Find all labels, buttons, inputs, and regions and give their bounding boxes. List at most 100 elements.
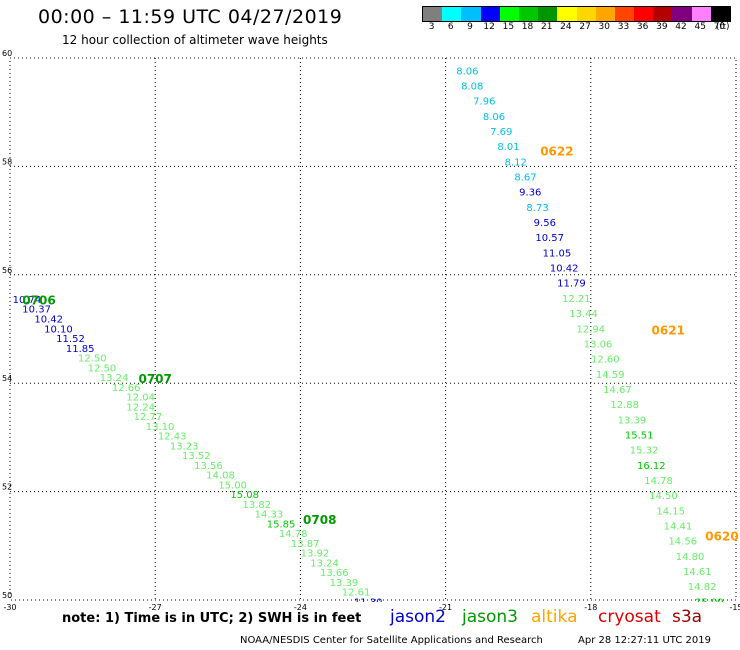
x-tick-label: -30 — [3, 603, 16, 612]
data-point-label: 10.57 — [535, 233, 564, 244]
legend-unit: (ft) — [716, 22, 730, 32]
legend-label: 70 — [713, 22, 726, 32]
data-point-label: 10.42 — [550, 264, 579, 275]
legend-label: 21 — [540, 22, 553, 32]
data-point-label: 14.08 — [206, 471, 235, 482]
sat-altika: altika — [531, 607, 578, 627]
data-point-label: 13.39 — [330, 578, 359, 589]
data-point-label: 14.82 — [688, 582, 717, 593]
data-point-label: 8.06 — [483, 112, 505, 123]
data-point-label: 12.94 — [576, 324, 605, 335]
legend-label: 36 — [636, 22, 649, 32]
x-tick-label: -21 — [439, 603, 452, 612]
sat-jason3: jason3 — [462, 607, 518, 627]
legend-swatch — [691, 7, 711, 21]
data-point-label: 13.10 — [146, 422, 175, 433]
data-point-label: 14.33 — [255, 510, 284, 521]
data-point-label: 7.96 — [473, 97, 495, 108]
data-point-label: 14.15 — [656, 506, 685, 517]
y-tick-label: 54 — [2, 374, 12, 383]
data-point-label: 11.30 — [354, 597, 383, 608]
data-point-label: 13.52 — [182, 451, 211, 462]
note-text: note: 1) Time is in UTC; 2) SWH is in fe… — [62, 611, 362, 626]
legend-swatch — [538, 7, 558, 21]
data-point-label: 14.67 — [603, 385, 632, 396]
data-point-label: 15.85 — [267, 519, 296, 530]
data-point-label: 12.50 — [78, 354, 107, 365]
data-point-label: 15.00 — [218, 480, 247, 491]
data-point-label: 13.44 — [569, 309, 598, 320]
data-point-label: 8.08 — [461, 81, 483, 92]
legend-label: 42 — [675, 22, 687, 32]
legend-label: 9 — [467, 22, 473, 32]
data-point-label: 13.56 — [194, 461, 223, 472]
track-time-label: 0707 — [138, 372, 171, 386]
legend-label: 39 — [656, 22, 668, 32]
legend-swatch — [423, 7, 443, 21]
data-point-label: 9.56 — [534, 218, 556, 229]
data-point-label: 15.08 — [230, 490, 259, 501]
data-point-label: 13.24 — [310, 558, 339, 569]
y-tick-label: 52 — [2, 483, 12, 492]
legend-swatch — [634, 7, 654, 21]
legend-swatch — [518, 7, 539, 21]
track-time-label: 0620 — [705, 529, 738, 543]
legend-swatch — [442, 7, 462, 21]
color-legend — [422, 6, 731, 22]
track-time-label: 0706 — [22, 294, 55, 308]
data-point-label: 15.32 — [630, 446, 659, 457]
data-point-label: 12.60 — [591, 355, 620, 366]
data-point-label: 14.78 — [279, 529, 308, 540]
legend-swatch — [672, 7, 692, 21]
data-point-label: 15.51 — [625, 430, 654, 441]
data-point-label: 14.50 — [649, 491, 678, 502]
track-time-label: 0621 — [652, 323, 685, 337]
data-point-label: 8.12 — [505, 157, 527, 168]
plot-frame — [9, 57, 737, 601]
y-tick-label: 56 — [2, 266, 12, 275]
y-tick-label: 50 — [2, 591, 12, 600]
sat-cryosat: cryosat — [598, 607, 661, 627]
color-legend-labels: 3 6 9 12 15 18 21 24 27 30 33 36 39 42 45 70 — [422, 22, 729, 32]
legend-label: 12 — [483, 22, 495, 32]
data-point-label: 12.21 — [562, 294, 591, 305]
data-point-label: 13.39 — [618, 415, 647, 426]
x-tick-label: -24 — [294, 603, 307, 612]
data-point-label: 14.61 — [683, 567, 712, 578]
data-point-label: 12.43 — [158, 432, 187, 443]
sat-s3a: s3a — [672, 607, 703, 627]
data-point-label: 14.56 — [668, 537, 697, 548]
legend-label: 27 — [579, 22, 591, 32]
data-point-label: 13.82 — [243, 500, 272, 511]
data-point-label: 12.66 — [112, 383, 141, 394]
data-point-label: 8.67 — [514, 172, 536, 183]
footer-credit: NOAA/NESDIS Center for Satellite Applica… — [240, 635, 543, 646]
footer-timestamp: Apr 28 12:27:11 UTC 2019 — [578, 635, 711, 646]
chart-subtitle: 12 hour collection of altimeter wave hei… — [62, 33, 328, 47]
data-point-label: 8.01 — [497, 142, 519, 153]
data-point-label: 15.09 — [695, 597, 724, 608]
data-point-label: 12.04 — [126, 393, 155, 404]
data-point-label: 11.52 — [56, 334, 85, 345]
chart-title: 00:00 – 11:59 UTC 04/27/2019 — [38, 6, 343, 28]
legend-label: 6 — [447, 22, 454, 32]
legend-swatch — [710, 7, 730, 21]
data-point-label: 13.23 — [170, 441, 199, 452]
data-point-label: 9.36 — [519, 188, 541, 199]
legend-swatch — [480, 7, 500, 21]
data-point-label: 13.06 — [584, 339, 613, 350]
data-point-label: 14.59 — [596, 370, 625, 381]
x-tick-label: -15 — [729, 603, 740, 612]
data-point-label: 11.79 — [557, 279, 586, 290]
legend-swatch — [461, 7, 481, 21]
legend-swatch — [557, 7, 577, 21]
data-point-label: 8.06 — [456, 66, 478, 77]
data-point-label: 8.73 — [526, 203, 548, 214]
legend-label: 33 — [617, 22, 630, 32]
legend-swatch — [614, 7, 635, 21]
legend-swatch — [653, 7, 673, 21]
legend-label: 45 — [694, 22, 706, 32]
data-point-label: 12.61 — [342, 588, 371, 599]
legend-swatch — [499, 7, 519, 21]
